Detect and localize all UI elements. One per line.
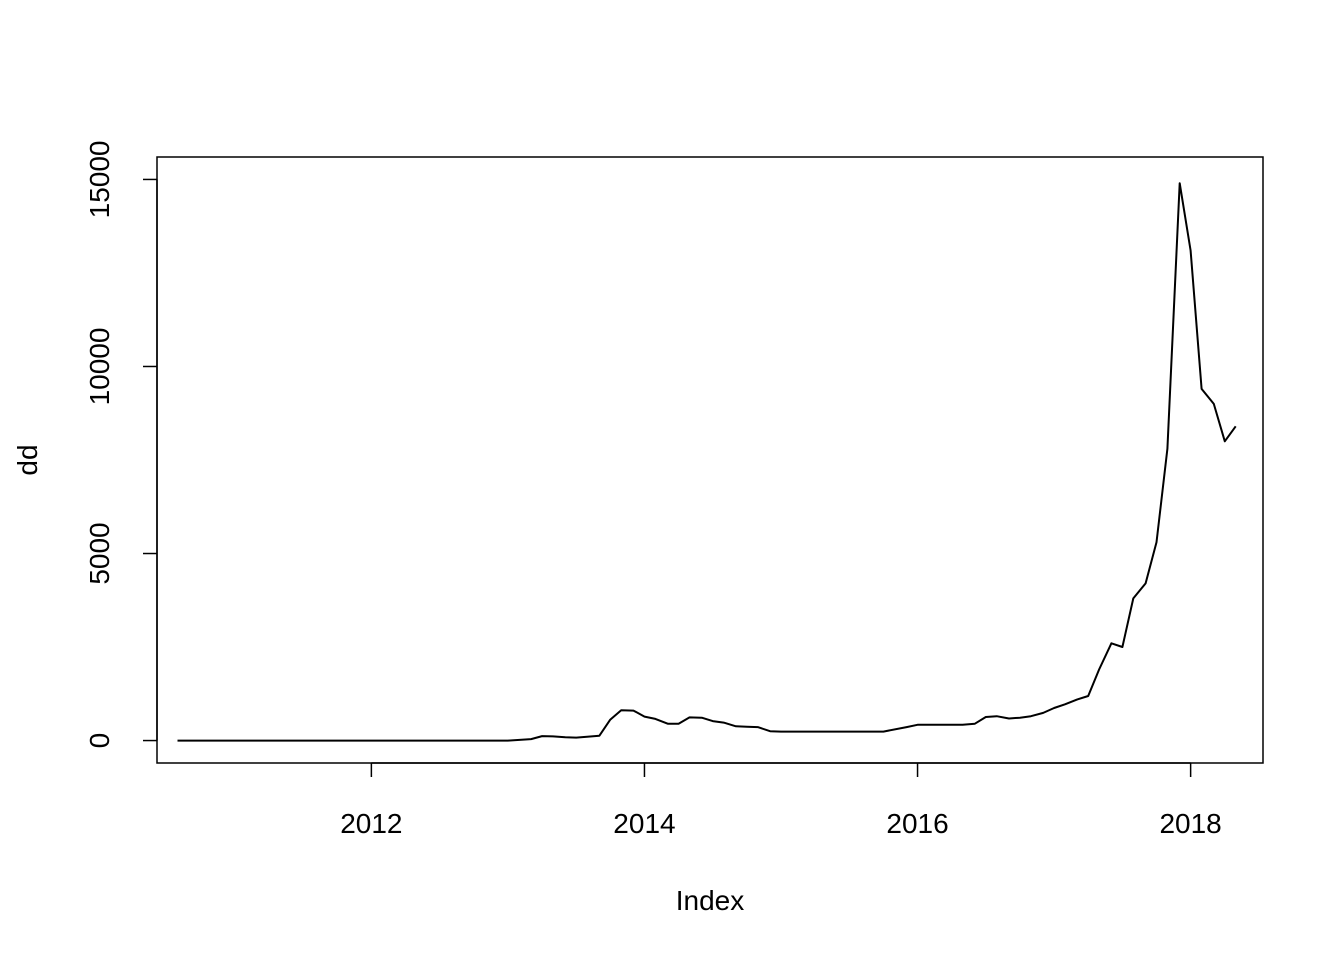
x-axis-label: Index — [676, 885, 745, 916]
y-tick-label: 0 — [84, 733, 115, 749]
x-tick-label: 2012 — [340, 808, 402, 839]
x-tick-label: 2018 — [1159, 808, 1221, 839]
x-tick-label: 2014 — [613, 808, 675, 839]
plot-marks — [177, 182, 1237, 742]
y-tick-label: 15000 — [84, 141, 115, 219]
series-line — [177, 182, 1237, 742]
y-axis-label: dd — [12, 444, 43, 475]
axes: 2012 2014 2016 2018 0 5000 10000 15000 — [84, 141, 1264, 839]
y-tick-label: 5000 — [84, 522, 115, 584]
y-tick-label: 10000 — [84, 328, 115, 406]
x-tick-label: 2016 — [886, 808, 948, 839]
